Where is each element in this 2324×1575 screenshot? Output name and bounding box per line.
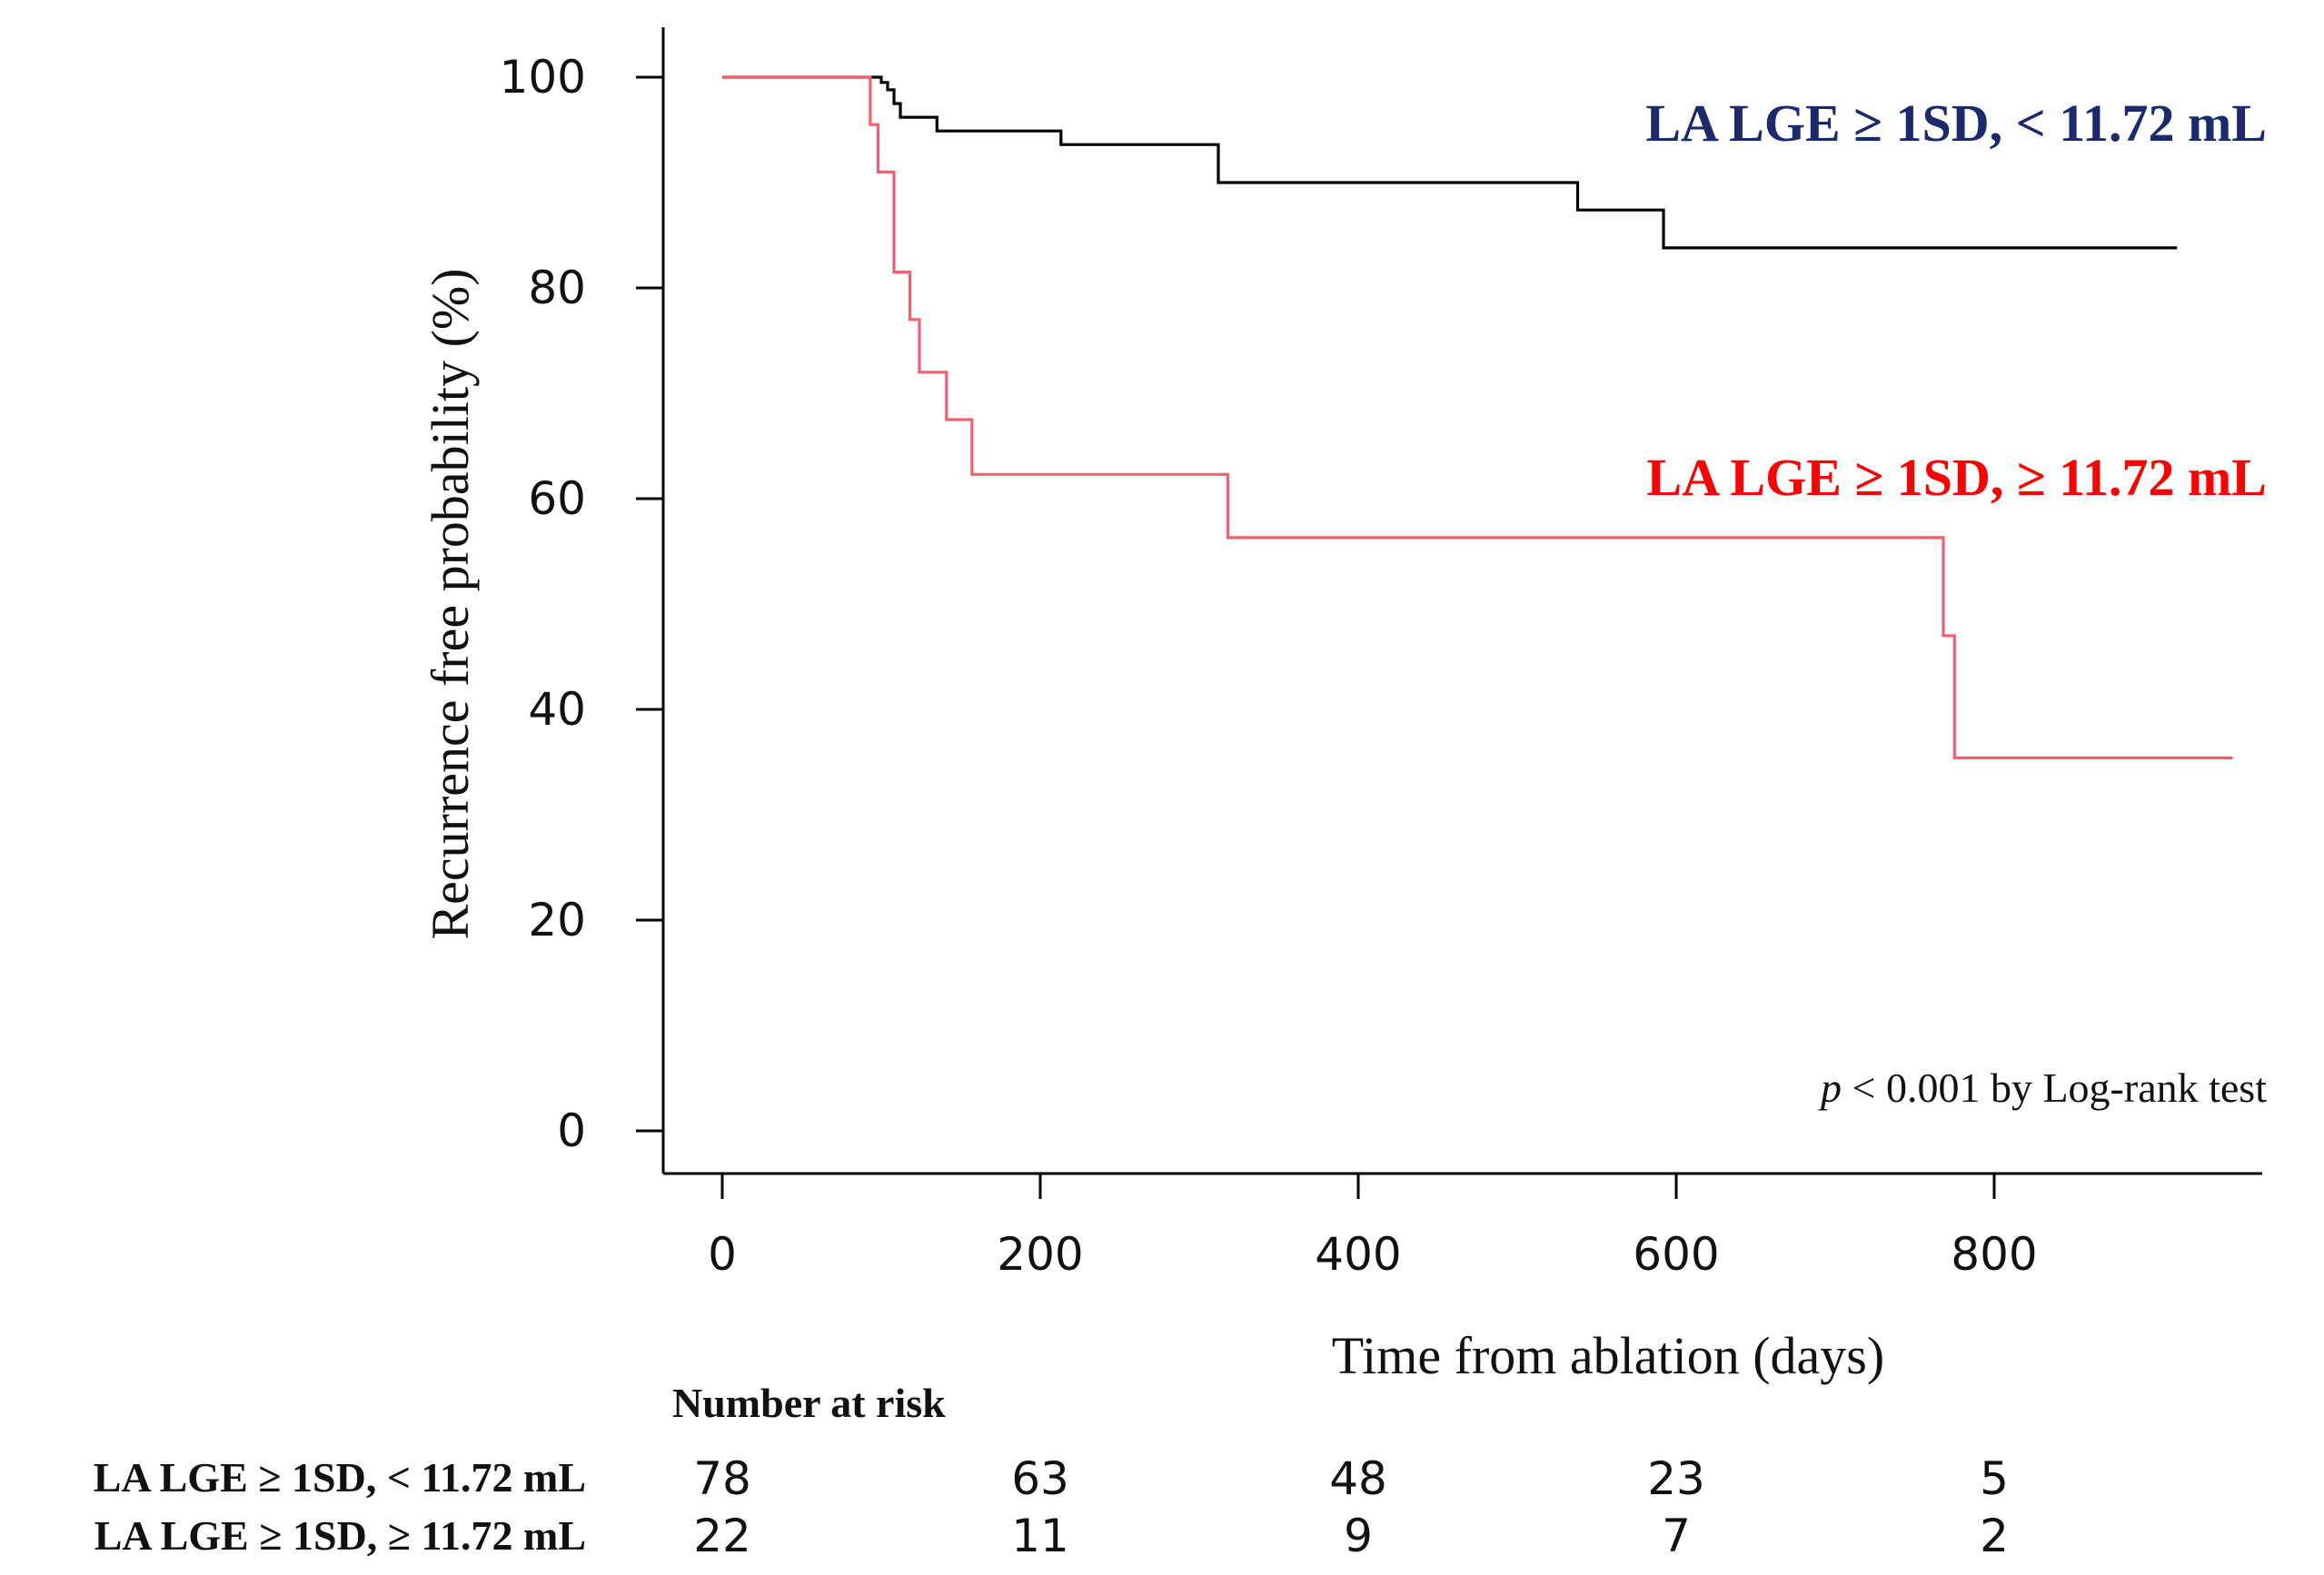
p-symbol: p	[1818, 1065, 1842, 1111]
risk-value-row0-t600: 23	[1647, 1452, 1705, 1505]
y-tick-label-60: 60	[528, 472, 586, 525]
y-axis-ticks: 0 20 40 60 80 100	[500, 51, 663, 1157]
series-label-low-lge: LA LGE ≥ 1SD, < 11.72 mL	[1645, 94, 2267, 153]
risk-value-row0-t200: 63	[1011, 1452, 1069, 1505]
number-at-risk-table: Number at risk LA LGE ≥ 1SD, < 11.72 mL …	[94, 1380, 2009, 1562]
p-value-text: < 0.001 by Log-rank test	[1842, 1065, 2267, 1111]
x-tick-label-200: 200	[997, 1228, 1083, 1281]
risk-value-row1-t600: 7	[1662, 1510, 1691, 1562]
risk-value-row1-t400: 9	[1344, 1510, 1373, 1562]
series-label-high-lge: LA LGE ≥ 1SD, ≥ 11.72 mL	[1647, 448, 2267, 507]
risk-row-label-high-lge: LA LGE ≥ 1SD, ≥ 11.72 mL	[94, 1512, 586, 1559]
x-axis-title: Time from ablation (days)	[1332, 1326, 1884, 1385]
y-tick-label-80: 80	[528, 262, 586, 314]
risk-value-row0-t0: 78	[693, 1452, 751, 1505]
x-tick-label-600: 600	[1633, 1228, 1719, 1281]
y-tick-label-100: 100	[500, 51, 586, 104]
survival-curves	[722, 75, 2233, 760]
risk-value-row1-t800: 2	[1980, 1510, 2009, 1562]
y-tick-label-0: 0	[557, 1104, 586, 1157]
x-tick-label-800: 800	[1951, 1228, 2037, 1281]
axes	[661, 27, 2262, 1175]
y-tick-label-20: 20	[528, 894, 586, 946]
risk-value-row1-t200: 11	[1011, 1510, 1069, 1562]
x-tick-label-400: 400	[1315, 1228, 1401, 1281]
x-axis-ticks: 0 200 400 600 800	[708, 1174, 2038, 1281]
risk-value-row1-t0: 22	[693, 1510, 751, 1562]
x-tick-label-0: 0	[708, 1228, 737, 1281]
risk-value-row0-t400: 48	[1329, 1452, 1387, 1505]
p-value-annotation: p < 0.001 by Log-rank test	[1818, 1065, 2267, 1111]
risk-row-label-low-lge: LA LGE ≥ 1SD, < 11.72 mL	[94, 1454, 586, 1501]
risk-table-title: Number at risk	[672, 1380, 946, 1426]
risk-value-row0-t800: 5	[1980, 1452, 2009, 1505]
risk-values: 78 63 48 23 5 22 11 9 7 2	[693, 1452, 2009, 1562]
y-tick-label-40: 40	[528, 683, 586, 736]
survival-curve-1	[722, 75, 2233, 760]
y-axis-title: Recurrence free probability (%)	[421, 268, 480, 939]
survival-curve-0	[722, 75, 2178, 250]
